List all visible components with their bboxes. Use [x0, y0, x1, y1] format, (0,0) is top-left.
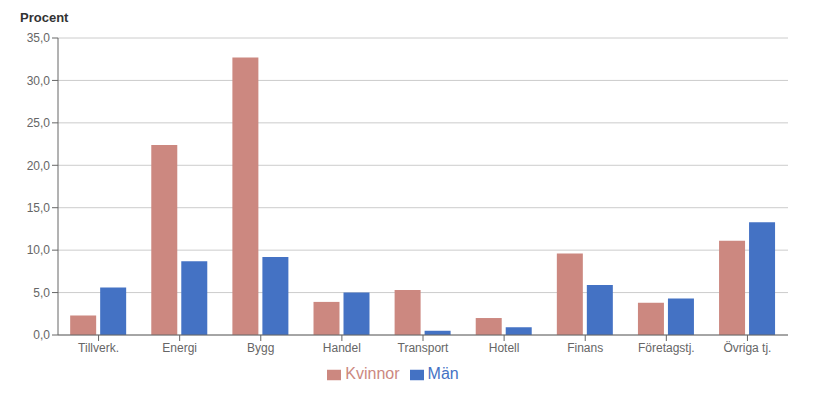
- svg-text:25,0: 25,0: [27, 116, 51, 130]
- svg-text:0,0: 0,0: [33, 328, 50, 342]
- svg-text:35,0: 35,0: [27, 31, 51, 45]
- html-text:Kvinnor: Kvinnor: [345, 365, 400, 382]
- svg-text:Bygg: Bygg: [247, 341, 274, 355]
- svg-text:Handel: Handel: [323, 341, 361, 355]
- svg-text:Finans: Finans: [567, 341, 603, 355]
- svg-text:Företagstj.: Företagstj.: [638, 341, 695, 355]
- svg-text:Hotell: Hotell: [489, 341, 520, 355]
- svg-text:5,0: 5,0: [33, 286, 50, 300]
- svg-text:20,0: 20,0: [27, 159, 51, 173]
- svg-text:30,0: 30,0: [27, 74, 51, 88]
- svg-text:Tillverk.: Tillverk.: [78, 341, 119, 355]
- html-text:Procent: Procent: [20, 10, 69, 25]
- svg-text:Transport: Transport: [398, 341, 450, 355]
- svg-text:Övriga tj.: Övriga tj.: [723, 341, 771, 355]
- svg-text:15,0: 15,0: [27, 201, 51, 215]
- svg-text:Energi: Energi: [162, 341, 197, 355]
- html-text:Män: Män: [427, 365, 459, 382]
- svg-text:10,0: 10,0: [27, 243, 51, 257]
